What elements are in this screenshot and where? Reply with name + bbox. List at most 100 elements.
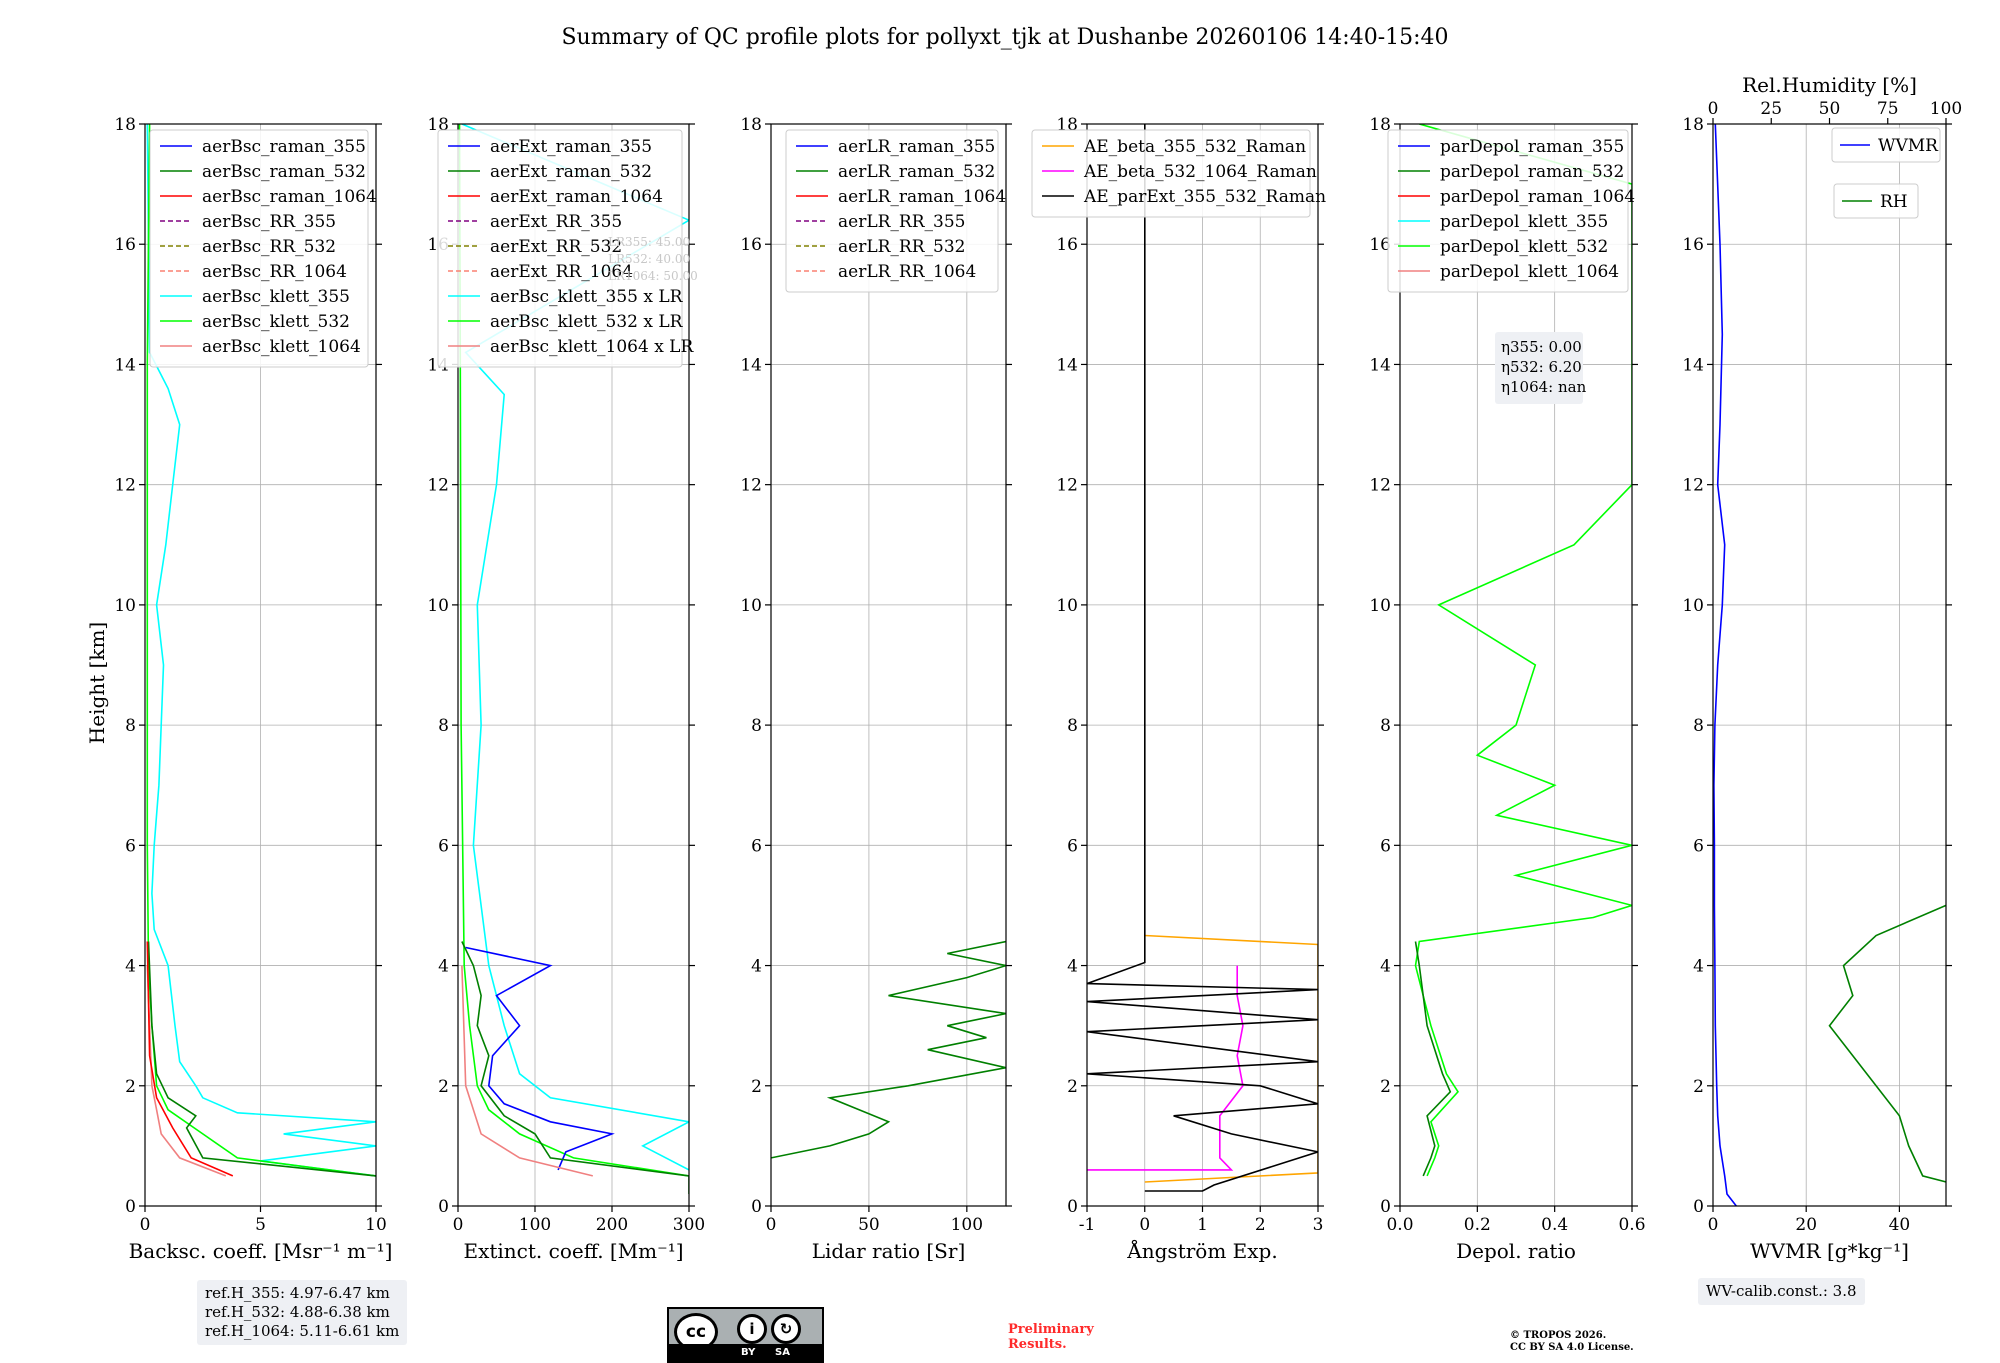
copyright-line-2: CC BY SA 4.0 License. xyxy=(1510,1342,1634,1354)
y-tick-label: 6 xyxy=(1380,836,1391,856)
series-aerBsc_raman_1064 xyxy=(147,942,233,1176)
attribution-icon: i xyxy=(737,1314,767,1344)
y-tick-label: 10 xyxy=(427,596,449,616)
y-tick-label: 10 xyxy=(1682,596,1704,616)
y-tick-label: 12 xyxy=(1682,476,1704,496)
legend-entry-aerBsc_RR_355: aerBsc_RR_355 xyxy=(202,212,336,232)
series-aerExt_raman_532 xyxy=(462,942,689,1195)
y-tick-label: 8 xyxy=(1067,716,1078,736)
x-axis-label: Lidar ratio [Sr] xyxy=(812,1239,966,1263)
legend-entry-aerBsc_RR_532: aerBsc_RR_532 xyxy=(202,237,336,257)
y-tick-label: 16 xyxy=(740,235,762,255)
y-tick-label: 8 xyxy=(1693,716,1704,736)
y-tick-label: 0 xyxy=(1693,1197,1704,1217)
ref-height-1064: ref.H_1064: 5.11-6.61 km xyxy=(205,1322,399,1341)
legend-entry-aerBsc_RR_1064: aerBsc_RR_1064 xyxy=(202,262,347,282)
cc-by-label: BY xyxy=(741,1347,755,1358)
x-tick-label: 0.0 xyxy=(1386,1215,1413,1235)
y-tick-label: 12 xyxy=(1369,476,1391,496)
legend-entry-aerBsc_klett_355: aerBsc_klett_355 xyxy=(202,287,350,307)
y-tick-label: 4 xyxy=(1693,957,1704,977)
y-tick-label: 10 xyxy=(1056,596,1078,616)
reference-height-box: ref.H_355: 4.97-6.47 km ref.H_532: 4.88-… xyxy=(197,1280,407,1345)
x-axis-label: WVMR [g*kg⁻¹] xyxy=(1750,1239,1909,1263)
legend-entry-aerBsc_klett_532: aerBsc_klett_532 xyxy=(202,312,350,332)
legend-entry-aerBsc_klett_1064: aerBsc_klett_1064 xyxy=(202,337,361,357)
legend-entry-aerBsc_raman_355: aerBsc_raman_355 xyxy=(202,137,366,157)
y-tick-label: 0 xyxy=(751,1197,762,1217)
y-tick-label: 18 xyxy=(114,115,136,135)
series-aerLR_raman_532 xyxy=(771,942,1006,1158)
copyright-line-1: © TROPOS 2026. xyxy=(1510,1330,1634,1342)
cc-sa-label: SA xyxy=(775,1347,790,1358)
x-tick-label: 0.4 xyxy=(1541,1215,1568,1235)
copyright-notice: © TROPOS 2026. CC BY SA 4.0 License. xyxy=(1510,1330,1634,1354)
x-tick-label: 0.6 xyxy=(1618,1215,1645,1235)
y-tick-label: 8 xyxy=(125,716,136,736)
y-tick-label: 14 xyxy=(1682,355,1704,375)
legend-entry-aerBsc_klett_355 x LR: aerBsc_klett_355 x LR xyxy=(490,287,684,307)
y-tick-label: 8 xyxy=(1380,716,1391,736)
x-tick-label: 0 xyxy=(140,1215,151,1235)
series-parDepol_raman_532 xyxy=(1416,942,1451,1176)
series-RH xyxy=(1830,755,2000,1206)
x-tick-label: 100 xyxy=(519,1215,551,1235)
legend-entry-aerLR_RR_1064: aerLR_RR_1064 xyxy=(838,262,976,282)
legend-entry-parDepol_klett_1064: parDepol_klett_1064 xyxy=(1440,262,1619,282)
x-tick-label: 0 xyxy=(1708,1215,1719,1235)
y-tick-label: 4 xyxy=(751,957,762,977)
x-tick-label: -1 xyxy=(1079,1215,1096,1235)
legend-entry-aerLR_raman_355: aerLR_raman_355 xyxy=(838,137,995,157)
y-tick-label: 4 xyxy=(438,957,449,977)
legend-entry-AE_beta_532_1064_Raman: AE_beta_532_1064_Raman xyxy=(1083,162,1317,182)
eta-label: η355: 0.00 xyxy=(1501,338,1582,356)
y-tick-label: 6 xyxy=(1067,836,1078,856)
figure-ylabel: Height [km] xyxy=(85,622,109,744)
top-x-tick-label: 100 xyxy=(1930,99,1962,119)
y-tick-label: 14 xyxy=(114,355,136,375)
legend-entry-parDepol_klett_355: parDepol_klett_355 xyxy=(1440,212,1608,232)
legend-entry-RH: RH xyxy=(1880,192,1908,212)
legend-entry-parDepol_raman_532: parDepol_raman_532 xyxy=(1440,162,1624,182)
x-tick-label: 40 xyxy=(1889,1215,1911,1235)
x-tick-label: 0 xyxy=(1139,1215,1150,1235)
ref-height-532: ref.H_532: 4.88-6.38 km xyxy=(205,1303,399,1322)
y-tick-label: 2 xyxy=(1380,1077,1391,1097)
cc-license-badge: cc i ↻ BY SA xyxy=(667,1307,824,1363)
x-axis-label: Ångström Exp. xyxy=(1126,1238,1277,1263)
ref-height-355: ref.H_355: 4.97-6.47 km xyxy=(205,1284,399,1303)
x-tick-label: 0.2 xyxy=(1464,1215,1491,1235)
eta-label: η1064: nan xyxy=(1501,378,1587,396)
wv-calibration-box: WV-calib.const.: 3.8 xyxy=(1698,1278,1865,1305)
y-tick-label: 12 xyxy=(114,476,136,496)
y-tick-label: 2 xyxy=(125,1077,136,1097)
legend-entry-aerExt_raman_532: aerExt_raman_532 xyxy=(490,162,652,182)
y-tick-label: 8 xyxy=(438,716,449,736)
x-tick-label: 2 xyxy=(1255,1215,1266,1235)
legend-entry-aerExt_raman_355: aerExt_raman_355 xyxy=(490,137,652,157)
y-tick-label: 10 xyxy=(740,596,762,616)
y-tick-label: 4 xyxy=(1067,957,1078,977)
x-axis-label: Extinct. coeff. [Mm⁻¹] xyxy=(463,1239,683,1263)
y-tick-label: 18 xyxy=(740,115,762,135)
legend-entry-aerBsc_raman_532: aerBsc_raman_532 xyxy=(202,162,366,182)
preliminary-notice: Preliminary Results. xyxy=(1008,1322,1094,1352)
y-tick-label: 10 xyxy=(1369,596,1391,616)
legend-entry-aerExt_RR_532: aerExt_RR_532 xyxy=(490,237,622,257)
y-tick-label: 0 xyxy=(1380,1197,1391,1217)
y-tick-label: 14 xyxy=(1369,355,1391,375)
x-tick-label: 5 xyxy=(255,1215,266,1235)
legend-entry-aerLR_RR_355: aerLR_RR_355 xyxy=(838,212,965,232)
x-axis-label: Backsc. coeff. [Msr⁻¹ m⁻¹] xyxy=(129,1239,393,1263)
panel-extinction: 0246810121416180100200300Extinct. coeff.… xyxy=(427,115,705,1263)
y-tick-label: 0 xyxy=(1067,1197,1078,1217)
y-tick-label: 18 xyxy=(1682,115,1704,135)
y-tick-label: 8 xyxy=(751,716,762,736)
legend-entry-aerLR_raman_1064: aerLR_raman_1064 xyxy=(838,187,1006,207)
y-tick-label: 16 xyxy=(1056,235,1078,255)
y-tick-label: 6 xyxy=(125,836,136,856)
legend-entry-parDepol_klett_532: parDepol_klett_532 xyxy=(1440,237,1608,257)
